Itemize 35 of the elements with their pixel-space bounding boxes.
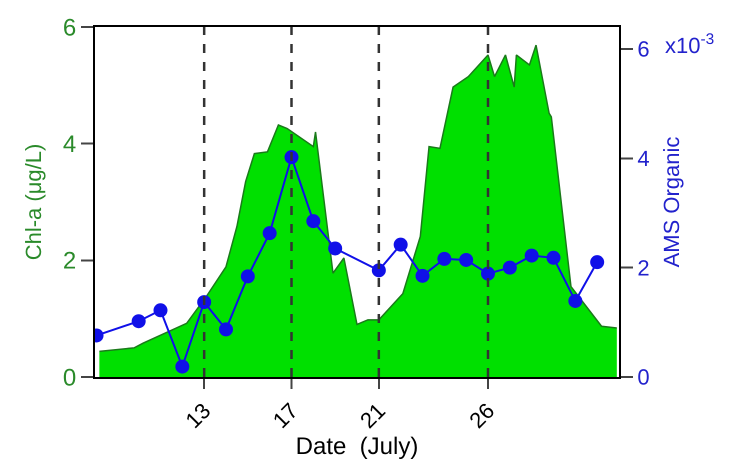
y2-axis-title: AMS Organic — [659, 136, 684, 268]
point — [416, 268, 430, 283]
point — [328, 241, 342, 256]
point — [306, 214, 320, 228]
point — [372, 263, 386, 278]
point — [132, 314, 146, 328]
x-tick-label: 13 — [180, 398, 216, 434]
point — [240, 269, 255, 284]
point — [394, 238, 408, 252]
x-axis-title: Date (July) — [296, 433, 418, 460]
y-tick-label: 6 — [62, 14, 76, 42]
point — [568, 294, 582, 308]
point — [175, 360, 190, 374]
point — [481, 266, 495, 281]
point — [219, 322, 233, 336]
y-axis-title: Chl-a (μg/L) — [21, 144, 46, 260]
y2-tick-label: 2 — [637, 255, 650, 280]
point — [546, 250, 560, 265]
x-tick-label: 26 — [464, 398, 500, 434]
point — [437, 252, 452, 266]
point — [262, 226, 277, 240]
point — [590, 255, 604, 270]
y-tick-label: 4 — [62, 131, 76, 158]
x-tick-label: 21 — [355, 398, 390, 434]
point — [524, 248, 539, 263]
y-tick-label: 2 — [62, 248, 76, 275]
y2-tick-label: 4 — [637, 146, 650, 171]
point — [154, 303, 168, 318]
x-tick-label: 17 — [268, 398, 303, 434]
y2-tick-label: 0 — [637, 364, 650, 390]
y2-tick-label: 6 — [637, 36, 650, 62]
point — [459, 252, 474, 267]
y-tick-label: 0 — [62, 364, 76, 392]
point — [502, 260, 517, 275]
text: x10$^{-3}$ — [665, 31, 714, 58]
